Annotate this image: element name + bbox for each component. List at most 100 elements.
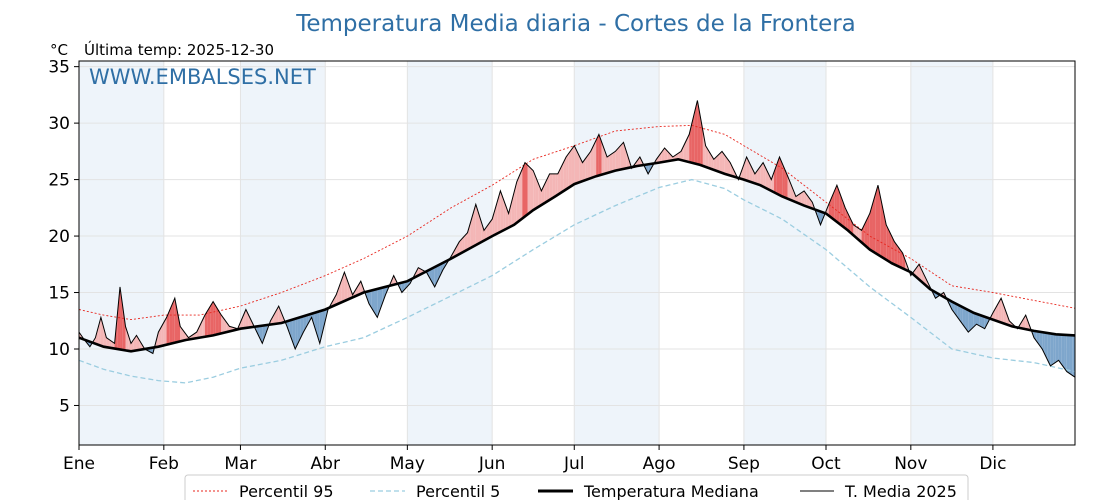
- anomaly-above-fill: [869, 204, 873, 252]
- anomaly-above-fill: [161, 322, 164, 347]
- legend: Percentil 95 Percentil 5 Temperatura Med…: [184, 474, 969, 500]
- anomaly-above-fill: [344, 272, 348, 301]
- anomaly-above-fill: [757, 166, 761, 186]
- anomaly-above-fill: [204, 310, 208, 337]
- anomaly-below-fill: [289, 319, 293, 342]
- anomaly-above-fill: [169, 304, 173, 345]
- x-tick-label: Sep: [728, 454, 760, 474]
- anomaly-above-fill: [215, 306, 219, 335]
- anomaly-above-fill: [574, 145, 577, 185]
- anomaly-above-fill: [486, 222, 490, 240]
- anomaly-below-fill: [1058, 334, 1062, 365]
- anomaly-above-fill: [839, 192, 843, 227]
- anomaly-above-fill: [182, 330, 186, 341]
- anomaly-above-fill: [686, 134, 690, 163]
- anomaly-above-fill: [596, 134, 599, 177]
- legend-p95-label: Percentil 95: [239, 482, 334, 500]
- anomaly-above-fill: [336, 287, 339, 305]
- anomaly-above-fill: [577, 151, 580, 184]
- anomaly-below-fill: [382, 286, 386, 303]
- y-tick-label: 25: [48, 171, 70, 191]
- anomaly-above-fill: [886, 224, 889, 262]
- anomaly-above-fill: [333, 294, 337, 306]
- y-tick-label: 35: [48, 58, 70, 78]
- anomaly-above-fill: [522, 162, 526, 219]
- anomaly-above-fill: [273, 310, 277, 325]
- anomaly-above-fill: [248, 315, 252, 328]
- anomaly-below-fill: [379, 287, 383, 310]
- anomaly-below-fill: [306, 314, 309, 328]
- anomaly-above-fill: [355, 285, 359, 297]
- anomaly-above-fill: [921, 269, 925, 285]
- anomaly-above-fill: [568, 149, 572, 188]
- anomaly-above-fill: [196, 326, 200, 339]
- anomaly-below-fill: [371, 289, 375, 313]
- anomaly-above-fill: [497, 190, 501, 234]
- anomaly-above-fill: [278, 306, 282, 324]
- anomaly-above-fill: [125, 326, 129, 351]
- anomaly-above-fill: [221, 315, 225, 334]
- anomaly-above-fill: [845, 207, 848, 231]
- anomaly-above-fill: [897, 245, 900, 268]
- anomaly-above-fill: [199, 320, 203, 338]
- y-tick-label: 5: [59, 396, 70, 416]
- anomaly-below-fill: [437, 264, 441, 282]
- anomaly-below-fill: [968, 310, 972, 333]
- anomaly-above-fill: [549, 173, 553, 200]
- anomaly-below-fill: [976, 313, 980, 326]
- anomaly-above-fill: [582, 158, 586, 182]
- legend-median-label: Temperatura Mediana: [583, 482, 759, 500]
- y-tick-label: 20: [48, 227, 70, 247]
- series-line-percentil-5: [78, 178, 1076, 384]
- anomaly-below-fill: [979, 314, 982, 328]
- anomaly-above-fill: [719, 151, 723, 173]
- month-band-ene: [79, 61, 164, 445]
- anomaly-above-fill: [880, 198, 884, 259]
- anomaly-above-fill: [916, 264, 920, 280]
- anomaly-above-fill: [790, 182, 794, 202]
- plot-frame: [78, 60, 1076, 446]
- anomaly-below-fill: [1061, 334, 1065, 368]
- anomaly-above-fill: [475, 204, 479, 246]
- anomaly-below-fill: [981, 315, 985, 329]
- anomaly-above-fill: [139, 339, 142, 350]
- anomaly-above-fill: [163, 317, 167, 346]
- month-band-nov: [910, 61, 993, 445]
- anomaly-below-fill: [1055, 334, 1059, 363]
- anomaly-above-fill: [694, 100, 698, 165]
- anomaly-above-fill: [508, 202, 512, 228]
- x-tick-label: Ene: [63, 454, 95, 474]
- anomaly-below-fill: [957, 304, 961, 321]
- anomaly-above-fill: [998, 298, 1002, 323]
- anomaly-above-fill: [177, 312, 181, 342]
- y-tick-label: 15: [48, 284, 70, 304]
- anomaly-above-fill: [1003, 305, 1007, 325]
- anomaly-above-fill: [875, 185, 878, 255]
- anomaly-above-fill: [492, 209, 495, 237]
- anomaly-below-fill: [431, 267, 435, 287]
- anomaly-above-fill: [670, 153, 673, 161]
- series-line-t-media-2025: [78, 100, 1076, 378]
- x-tick-label: Ago: [643, 454, 676, 474]
- anomaly-above-fill: [535, 177, 539, 209]
- anomaly-above-fill: [210, 301, 214, 336]
- anomaly-above-fill: [555, 173, 558, 197]
- anomaly-above-fill: [218, 310, 222, 335]
- x-tick-label: Oct: [811, 454, 841, 474]
- anomaly-above-fill: [341, 272, 345, 303]
- anomaly-above-fill: [213, 301, 216, 336]
- anomaly-above-fill: [746, 157, 750, 182]
- series-lines: [78, 100, 1076, 384]
- anomaly-below-fill: [973, 312, 977, 327]
- anomaly-above-fill: [462, 235, 465, 253]
- anomaly-below-fill: [971, 311, 974, 330]
- anomaly-below-fill: [820, 211, 824, 225]
- anomaly-above-fill: [760, 162, 764, 187]
- anomaly-above-fill: [691, 111, 695, 164]
- anomaly-above-fill: [560, 162, 564, 193]
- anomaly-above-fill: [226, 322, 230, 333]
- anomaly-above-fill: [902, 253, 906, 270]
- anomaly-below-fill: [1069, 335, 1073, 376]
- anomaly-below-fill: [965, 308, 969, 333]
- anomaly-above-fill: [1020, 319, 1024, 329]
